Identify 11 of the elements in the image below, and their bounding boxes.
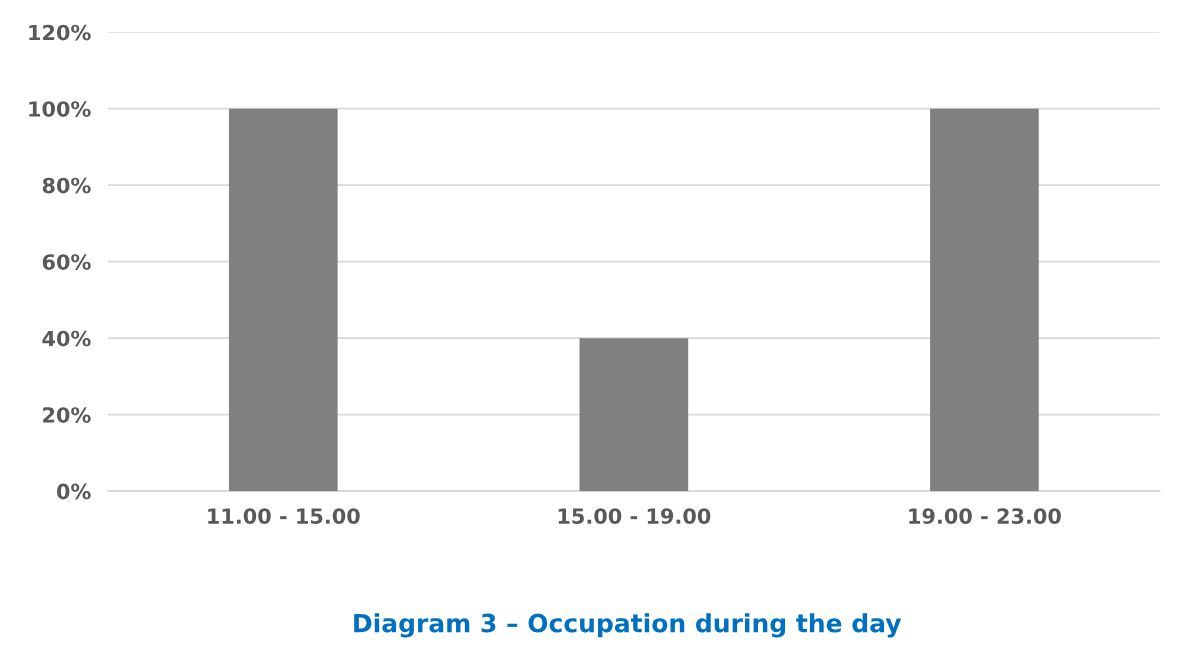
y-tick-label: 20% bbox=[43, 407, 91, 423]
y-tick-label: 100% bbox=[29, 101, 91, 117]
y-tick-label: 80% bbox=[42, 177, 91, 194]
y-tick-label: 40% bbox=[42, 330, 91, 347]
y-tick-label: 60% bbox=[42, 254, 91, 270]
y-tick-label: 120% bbox=[29, 24, 91, 41]
y-tick-label: 0% bbox=[56, 483, 91, 500]
x-tick-label: 11.00 - 15.00 bbox=[208, 508, 360, 524]
text: Diagram 3 – Occupation during the day bbox=[354, 613, 902, 638]
x-tick-label: 19.00 - 23.00 bbox=[909, 508, 1061, 524]
x-tick-label: 15.00 - 19.00 bbox=[558, 508, 711, 524]
